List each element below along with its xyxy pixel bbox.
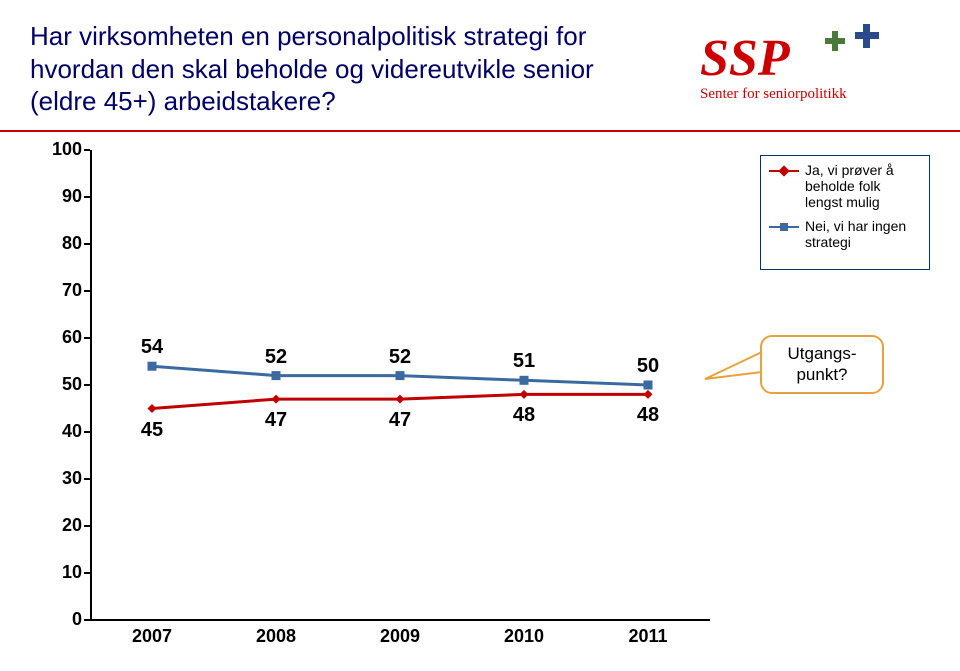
ytick-mark — [84, 384, 90, 386]
xtick-label: 2008 — [246, 626, 306, 647]
series-marker-nei — [396, 371, 405, 380]
ytick-label: 40 — [38, 421, 82, 442]
legend-item-nei: Nei, vi har ingen strategi — [769, 218, 921, 250]
legend: Ja, vi prøver å beholde folk lengst muli… — [760, 155, 930, 270]
line-chart: 0102030405060708090100200720082009201020… — [30, 150, 730, 650]
series-marker-nei — [148, 362, 157, 371]
ytick-label: 10 — [38, 562, 82, 583]
ytick-mark — [84, 619, 90, 621]
xtick-label: 2007 — [122, 626, 182, 647]
series-marker-nei — [272, 371, 281, 380]
logo-plus-icon — [825, 24, 879, 51]
logo-svg: SSP Senter for seniorpolitikk — [690, 20, 930, 110]
data-label: 48 — [504, 404, 544, 427]
series-marker-ja — [148, 404, 157, 413]
plot-svg — [90, 150, 710, 620]
ytick-label: 30 — [38, 468, 82, 489]
ytick-label: 100 — [38, 139, 82, 160]
ytick-mark — [84, 572, 90, 574]
title-line-2: hvordan den skal beholde og videreutvikl… — [30, 53, 640, 86]
ytick-label: 0 — [38, 609, 82, 630]
legend-label-nei: Nei, vi har ingen strategi — [805, 218, 921, 250]
ytick-mark — [84, 243, 90, 245]
plot-area — [90, 150, 710, 620]
ytick-mark — [84, 290, 90, 292]
data-label: 52 — [256, 346, 296, 369]
ytick-mark — [84, 478, 90, 480]
ytick-mark — [84, 337, 90, 339]
legend-swatch-nei — [769, 220, 799, 234]
xtick-label: 2011 — [618, 626, 678, 647]
series-marker-ja — [644, 390, 653, 399]
logo: SSP Senter for seniorpolitikk — [690, 20, 930, 110]
legend-swatch-ja — [769, 164, 799, 178]
logo-main-text: SSP — [700, 30, 791, 87]
ytick-label: 90 — [38, 186, 82, 207]
data-label: 51 — [504, 350, 544, 373]
ytick-label: 70 — [38, 280, 82, 301]
callout-text: Utgangs- punkt? — [788, 344, 857, 385]
ytick-label: 80 — [38, 233, 82, 254]
ytick-label: 50 — [38, 374, 82, 395]
ytick-label: 60 — [38, 327, 82, 348]
ytick-label: 20 — [38, 515, 82, 536]
legend-label-ja: Ja, vi prøver å beholde folk lengst muli… — [805, 162, 921, 210]
data-label: 50 — [628, 355, 668, 378]
callout-line1: Utgangs- — [788, 344, 857, 363]
series-marker-ja — [520, 390, 529, 399]
data-label: 52 — [380, 346, 420, 369]
title-line-3: (eldre 45+) arbeidstakere? — [30, 85, 640, 118]
data-label: 48 — [628, 404, 668, 427]
series-marker-nei — [644, 381, 653, 390]
xtick-label: 2010 — [494, 626, 554, 647]
legend-item-ja: Ja, vi prøver å beholde folk lengst muli… — [769, 162, 921, 210]
divider — [0, 130, 960, 132]
series-marker-nei — [520, 376, 529, 385]
xtick-label: 2009 — [370, 626, 430, 647]
series-marker-ja — [272, 395, 281, 404]
data-label: 47 — [256, 409, 296, 432]
title-block: Har virksomheten en personalpolitisk str… — [30, 20, 640, 118]
callout-line2: punkt? — [796, 365, 847, 384]
ytick-mark — [84, 196, 90, 198]
data-label: 47 — [380, 409, 420, 432]
callout: Utgangs- punkt? — [760, 335, 884, 394]
logo-sub-text: Senter for seniorpolitikk — [700, 86, 847, 102]
ytick-mark — [84, 149, 90, 151]
data-label: 45 — [132, 419, 172, 442]
data-label: 54 — [132, 336, 172, 359]
slide: { "title": { "line1": "Har virksomheten … — [0, 0, 960, 671]
title-line-1: Har virksomheten en personalpolitisk str… — [30, 20, 640, 53]
ytick-mark — [84, 525, 90, 527]
series-marker-ja — [396, 395, 405, 404]
ytick-mark — [84, 431, 90, 433]
